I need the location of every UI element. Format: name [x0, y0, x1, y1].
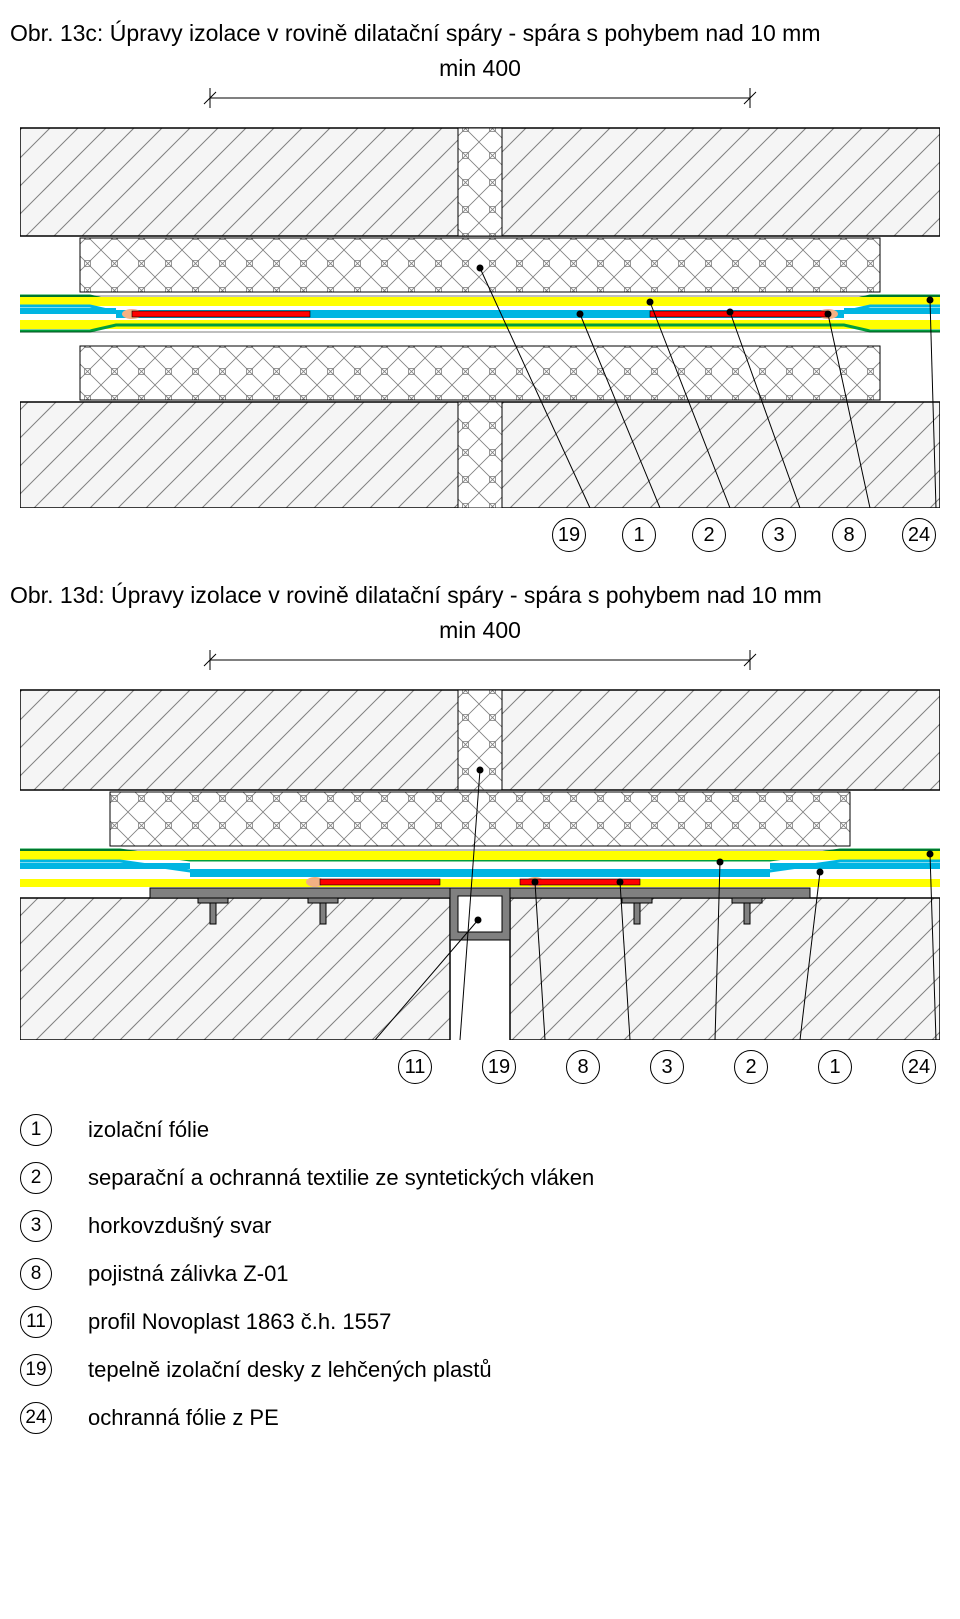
legend-row: 11 profil Novoplast 1863 č.h. 1557	[20, 1306, 950, 1338]
callout-bubble: 3	[650, 1050, 684, 1084]
callout-bubble: 1	[818, 1050, 852, 1084]
figure-13c: min 400	[20, 55, 940, 552]
callout-bubble: 2	[734, 1050, 768, 1084]
legend-row: 19 tepelně izolační desky z lehčených pla…	[20, 1354, 950, 1386]
legend-bubble: 24	[20, 1402, 52, 1434]
figure-13d: min 400	[20, 617, 940, 1084]
legend-text: izolační fólie	[88, 1117, 209, 1143]
legend-text: horkovzdušný svar	[88, 1213, 271, 1239]
callout-bubble: 24	[902, 518, 936, 552]
callout-bubble: 19	[482, 1050, 516, 1084]
figure-13c-callouts: 19 1 2 3 8 24	[20, 518, 940, 552]
figure-13d-title: Obr. 13d: Úpravy izolace v rovině dilata…	[10, 582, 950, 609]
figure-13c-diagram	[20, 88, 940, 508]
legend-bubble: 1	[20, 1114, 52, 1146]
legend-bubble: 11	[20, 1306, 52, 1338]
legend-bubble: 8	[20, 1258, 52, 1290]
legend: 1 izolační fólie 2 separační a ochranná tex…	[20, 1114, 950, 1434]
legend-row: 2 separační a ochranná textilie ze syntet…	[20, 1162, 950, 1194]
legend-row: 3 horkovzdušný svar	[20, 1210, 950, 1242]
figure-13d-diagram	[20, 650, 940, 1040]
figure-13c-dimension-label: min 400	[20, 55, 940, 82]
figure-13d-dimension-label: min 400	[20, 617, 940, 644]
legend-text: ochranná fólie z PE	[88, 1405, 279, 1431]
legend-text: pojistná zálivka Z-01	[88, 1261, 289, 1287]
legend-bubble: 3	[20, 1210, 52, 1242]
callout-bubble: 11	[398, 1050, 432, 1084]
legend-row: 24 ochranná fólie z PE	[20, 1402, 950, 1434]
callout-bubble: 2	[692, 518, 726, 552]
legend-row: 8 pojistná zálivka Z-01	[20, 1258, 950, 1290]
legend-text: profil Novoplast 1863 č.h. 1557	[88, 1309, 391, 1335]
legend-text: tepelně izolační desky z lehčených plast…	[88, 1357, 492, 1383]
figure-13d-callouts: 11 19 8 3 2 1 24	[20, 1050, 940, 1084]
callout-bubble: 19	[552, 518, 586, 552]
legend-bubble: 2	[20, 1162, 52, 1194]
legend-bubble: 19	[20, 1354, 52, 1386]
callout-bubble: 1	[622, 518, 656, 552]
legend-text: separační a ochranná textilie ze synteti…	[88, 1165, 594, 1191]
callout-bubble: 8	[832, 518, 866, 552]
legend-row: 1 izolační fólie	[20, 1114, 950, 1146]
callout-bubble: 3	[762, 518, 796, 552]
callout-bubble: 24	[902, 1050, 936, 1084]
figure-13c-title: Obr. 13c: Úpravy izolace v rovině dilata…	[10, 20, 950, 47]
callout-bubble: 8	[566, 1050, 600, 1084]
